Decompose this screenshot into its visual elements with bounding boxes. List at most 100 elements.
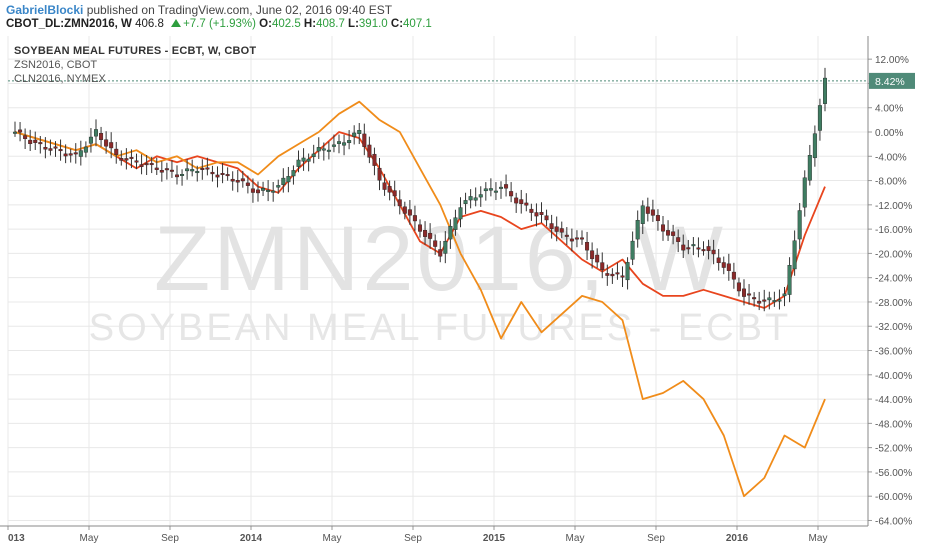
candle-body xyxy=(823,77,828,104)
legend-main-symbol[interactable]: SOYBEAN MEAL FUTURES - ECBT, W, CBOT xyxy=(14,45,257,57)
watermark-description: SOYBEAN MEAL FUTURES - ECBT xyxy=(89,307,791,349)
candle-body xyxy=(240,178,245,182)
candle-body xyxy=(433,240,438,247)
candle-body xyxy=(93,129,98,137)
candle-body xyxy=(767,297,772,301)
open-label: O: xyxy=(259,18,272,30)
y-tick-label: -32.00% xyxy=(875,322,912,333)
candle-body xyxy=(159,170,164,173)
x-tick-label: Sep xyxy=(161,533,179,544)
candle-body xyxy=(423,230,428,237)
y-tick-label: -60.00% xyxy=(875,492,912,503)
candle-body xyxy=(397,199,402,207)
candle-body xyxy=(802,177,807,208)
candle-body xyxy=(68,153,73,156)
y-tick-label: -44.00% xyxy=(875,395,912,406)
candle-body xyxy=(605,273,610,276)
y-tick-label: -20.00% xyxy=(875,249,912,260)
candle-body xyxy=(281,177,286,185)
candle-body xyxy=(286,176,291,183)
y-tick-label: -24.00% xyxy=(875,274,912,285)
candle-body xyxy=(747,293,752,296)
candle-body xyxy=(28,139,33,145)
y-tick-label: -40.00% xyxy=(875,371,912,382)
candle-body xyxy=(215,174,220,178)
legend-compare-2[interactable]: CLN2016, NYMEX xyxy=(14,73,106,85)
candle-body xyxy=(367,144,372,158)
candle-body xyxy=(757,300,762,304)
price-change: +7.7 (+1.93%) xyxy=(183,18,256,30)
author-link[interactable]: GabrielBlocki xyxy=(6,3,84,17)
axes: 12.00%8.00%4.00%0.00%-4.00%-8.00%-12.00%… xyxy=(0,36,915,544)
candle-body xyxy=(129,156,134,159)
candle-body xyxy=(114,148,119,155)
candle-body xyxy=(311,153,316,157)
candle-body xyxy=(347,140,352,144)
candle-body xyxy=(666,230,671,236)
candle-body xyxy=(119,158,124,161)
candle-body xyxy=(88,136,93,144)
candle-body xyxy=(514,197,519,204)
candle-body xyxy=(174,174,179,178)
candle-body xyxy=(109,142,114,149)
candle-body xyxy=(534,212,539,217)
candle-body xyxy=(807,155,812,181)
candle-body xyxy=(610,273,615,277)
candle-body xyxy=(104,139,109,147)
candle-body xyxy=(164,168,169,171)
candle-body xyxy=(590,250,595,260)
candle-body xyxy=(519,199,524,205)
y-tick-label: 12.00% xyxy=(875,55,909,66)
y-tick-label: -64.00% xyxy=(875,516,912,527)
candle-body xyxy=(205,167,210,170)
y-tick-label: -36.00% xyxy=(875,347,912,358)
candle-body xyxy=(574,237,579,240)
candle-body xyxy=(53,146,58,149)
candle-body xyxy=(564,234,569,237)
candle-body xyxy=(635,219,640,240)
candle-body xyxy=(321,148,326,151)
candle-body xyxy=(554,226,559,232)
candle-body xyxy=(483,188,488,192)
candle-body xyxy=(342,142,347,146)
legend-compare-1[interactable]: ZSN2016, CBOT xyxy=(14,59,98,71)
candle-body xyxy=(752,297,757,300)
candle-body xyxy=(661,224,666,232)
candle-body xyxy=(473,197,478,201)
candle-body xyxy=(499,186,504,189)
candle-body xyxy=(762,299,767,302)
candle-body xyxy=(316,147,321,152)
candle-body xyxy=(706,246,711,251)
candle-body xyxy=(686,247,691,250)
candle-body xyxy=(291,170,296,177)
candle-body xyxy=(271,190,276,193)
candle-body xyxy=(331,144,336,147)
series-layer xyxy=(14,100,826,498)
candle-body xyxy=(326,149,331,152)
x-tick-label: May xyxy=(80,533,99,544)
close-label: C: xyxy=(390,18,404,30)
candle-body xyxy=(306,158,311,162)
y-tick-label: -4.00% xyxy=(875,152,907,163)
candle-body xyxy=(650,209,655,216)
candle-body xyxy=(721,262,726,268)
candle-body xyxy=(33,139,38,143)
candle-body xyxy=(600,262,605,270)
candle-body xyxy=(377,167,382,181)
chart-legend: SOYBEAN MEAL FUTURES - ECBT, W, CBOT ZSN… xyxy=(14,44,256,86)
candle-body xyxy=(99,133,104,140)
candle-body xyxy=(716,257,721,264)
candle-body xyxy=(438,249,443,257)
candle-body xyxy=(154,167,159,170)
symbol-name[interactable]: CBOT_DL:ZMN2016, W xyxy=(6,18,132,30)
candle-body xyxy=(357,130,362,134)
y-tick-label: -8.00% xyxy=(875,177,907,188)
candle-body xyxy=(261,188,266,191)
candle-body xyxy=(691,244,696,247)
candle-body xyxy=(301,157,306,162)
candle-body xyxy=(407,209,412,216)
candle-body xyxy=(412,215,417,222)
x-tick-label: 2015 xyxy=(483,533,506,544)
candle-body xyxy=(73,152,78,155)
